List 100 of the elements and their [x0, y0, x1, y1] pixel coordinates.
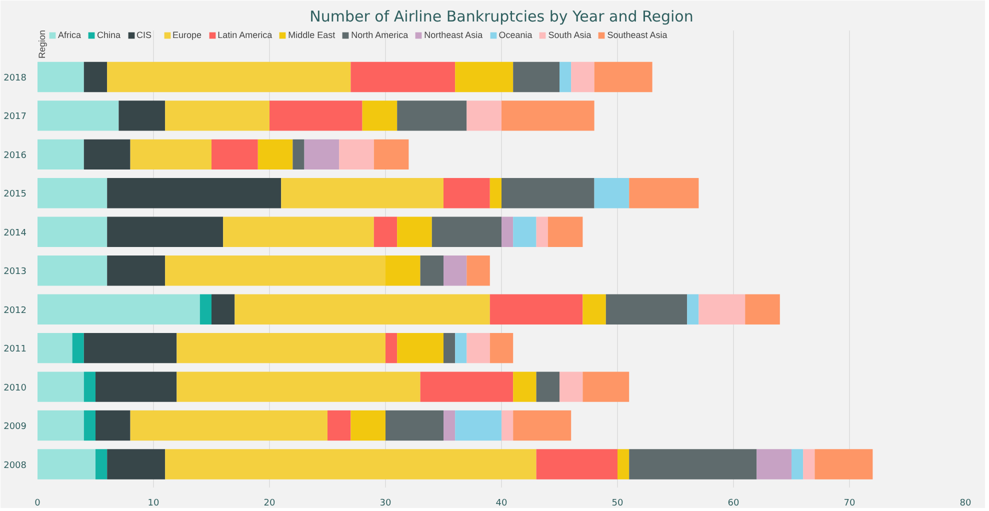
bar	[38, 372, 84, 402]
legend-label: Northeast Asia	[424, 30, 483, 40]
chart-title: Number of Airline Bankruptcies by Year and Region	[310, 8, 694, 26]
y-tick-label: 2008	[4, 460, 27, 471]
bar	[455, 62, 514, 92]
x-tick-label: 30	[380, 498, 392, 508]
legend-label: Southeast Asia	[607, 30, 668, 40]
bar	[38, 294, 200, 324]
bar	[339, 139, 374, 170]
bar	[618, 449, 630, 480]
bar	[571, 62, 594, 92]
bar	[386, 256, 420, 286]
bar	[107, 62, 351, 92]
bar	[502, 100, 594, 131]
bar	[107, 449, 166, 480]
bar	[38, 216, 108, 247]
x-tick-label: 80	[960, 498, 972, 508]
bar	[270, 100, 362, 131]
bar	[444, 332, 456, 364]
bar	[130, 139, 212, 170]
y-tick-label: 2012	[4, 306, 26, 316]
bar	[444, 178, 490, 208]
bar	[212, 139, 258, 170]
bar	[107, 178, 282, 208]
y-tick-label: 2013	[4, 267, 26, 278]
bar	[698, 294, 746, 324]
bar	[328, 410, 351, 441]
bar	[397, 332, 444, 364]
bar	[560, 372, 583, 402]
bar	[513, 372, 536, 402]
bar	[176, 372, 420, 402]
bar	[96, 372, 177, 402]
bar	[96, 449, 108, 480]
bar	[502, 216, 514, 247]
bar	[84, 410, 96, 441]
x-tick-label: 60	[728, 498, 740, 508]
bar	[745, 294, 780, 324]
legend-title: Region	[37, 30, 47, 59]
bar	[502, 410, 514, 441]
bar	[513, 410, 572, 441]
bar	[362, 100, 398, 131]
bar	[536, 372, 560, 402]
bar	[397, 100, 467, 131]
bar	[165, 100, 270, 131]
bar	[420, 256, 444, 286]
bar	[281, 178, 444, 208]
x-tick-label: 10	[148, 498, 160, 508]
y-tick-label: 2018	[4, 73, 27, 84]
bar	[513, 216, 536, 247]
bar	[455, 332, 467, 364]
bar	[38, 449, 96, 480]
bar	[84, 139, 130, 170]
y-tick-label: 2011	[4, 344, 26, 355]
bar	[582, 294, 606, 324]
bar	[130, 410, 328, 441]
bar	[223, 216, 374, 247]
y-tick-label: 2015	[4, 190, 26, 200]
bar	[165, 256, 386, 286]
bar	[536, 449, 618, 480]
bar	[107, 216, 224, 247]
bar	[466, 256, 490, 286]
x-tick-label: 70	[844, 498, 856, 508]
x-tick-label: 50	[612, 498, 624, 508]
bar	[38, 139, 84, 170]
bar	[374, 216, 398, 247]
bar	[176, 332, 386, 364]
bar	[386, 332, 398, 364]
bar	[444, 410, 456, 441]
bar	[38, 332, 72, 364]
bar	[432, 216, 502, 247]
legend-label: Latin America	[218, 30, 272, 40]
bar	[165, 449, 536, 480]
legend-label: China	[97, 30, 121, 40]
bar	[792, 449, 804, 480]
legend-label: Africa	[58, 30, 82, 40]
bar	[490, 294, 583, 324]
bar	[803, 449, 815, 480]
bar	[490, 332, 514, 364]
bar	[444, 256, 467, 286]
bar	[292, 139, 304, 170]
bar	[814, 449, 873, 480]
bar	[38, 62, 84, 92]
bar	[629, 178, 699, 208]
bar	[629, 449, 757, 480]
bar	[513, 62, 560, 92]
bar	[560, 62, 572, 92]
y-tick-label: 2017	[4, 112, 26, 122]
bar	[212, 294, 235, 324]
bar	[502, 178, 594, 208]
bar	[234, 294, 490, 324]
bar	[38, 100, 119, 131]
legend-label: South Asia	[548, 30, 592, 40]
bar	[455, 410, 502, 441]
bar	[118, 100, 166, 131]
y-tick-label: 2014	[4, 228, 27, 238]
bar	[84, 372, 96, 402]
bar	[386, 410, 444, 441]
bar	[490, 178, 502, 208]
bar	[38, 410, 84, 441]
x-tick-label: 40	[496, 498, 508, 508]
